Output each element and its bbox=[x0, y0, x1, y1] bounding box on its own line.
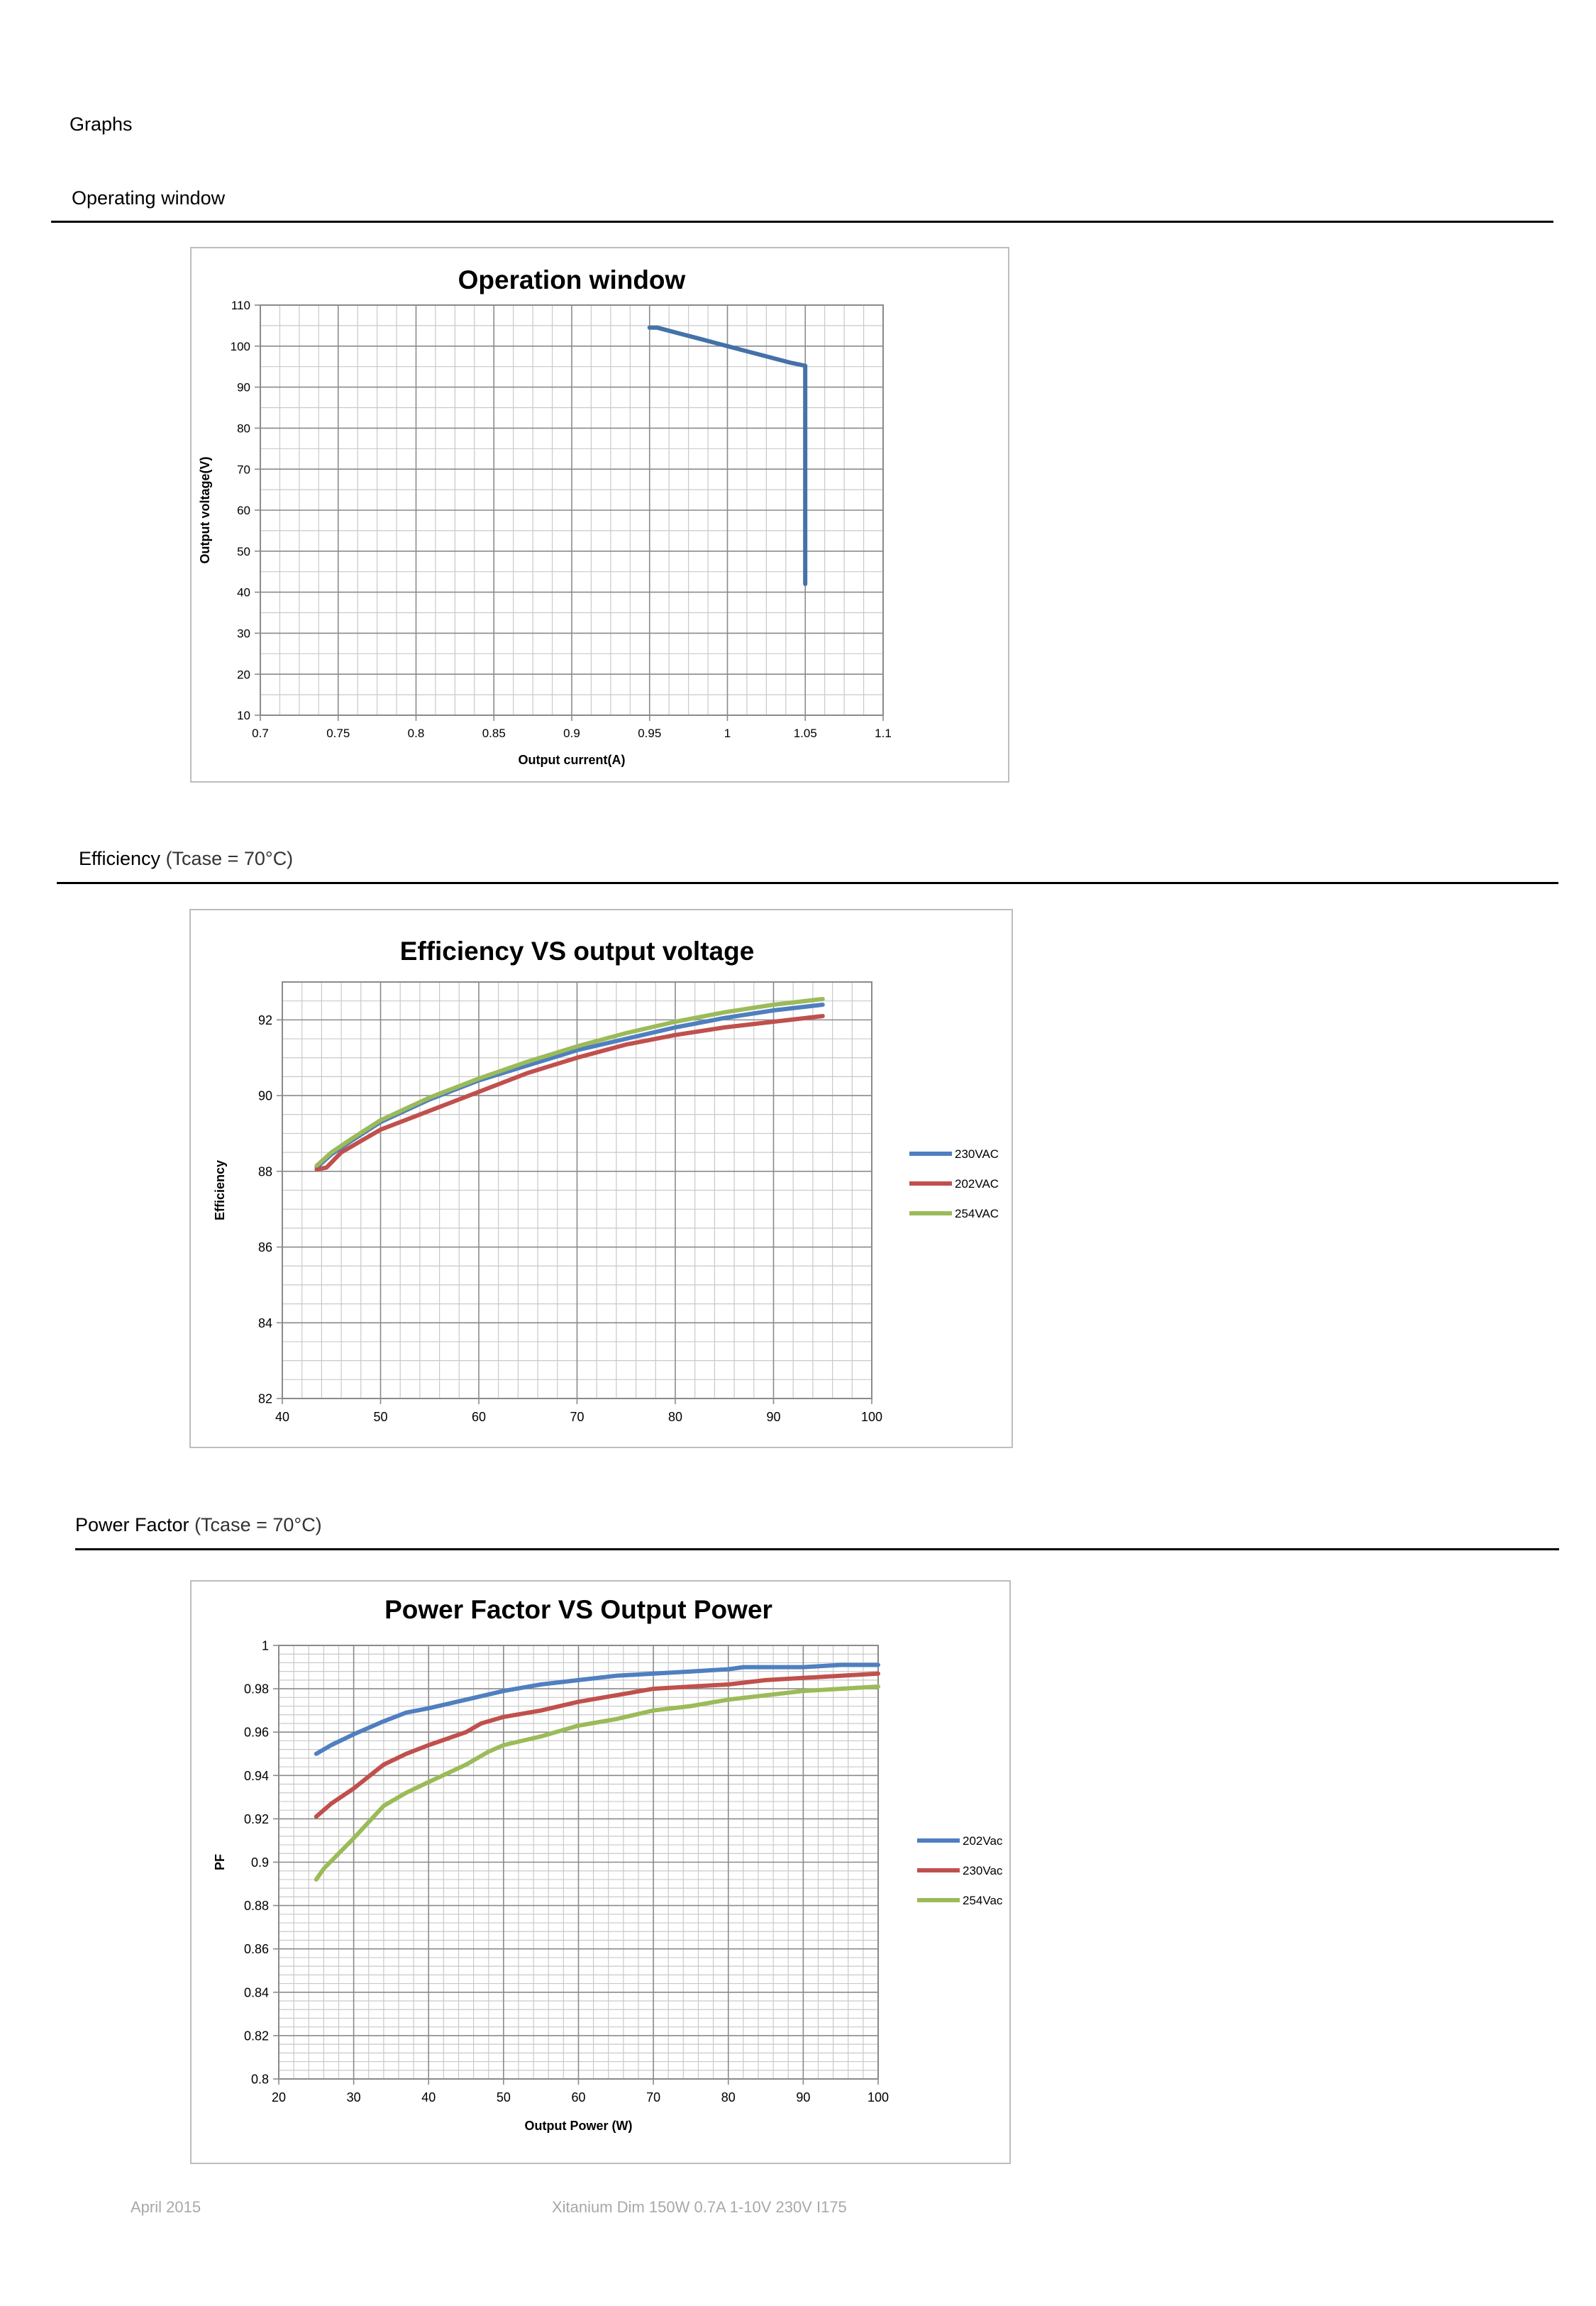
x-tick-label: 90 bbox=[766, 1410, 780, 1424]
y-tick-label: 92 bbox=[258, 1013, 272, 1027]
chart-title: Efficiency VS output voltage bbox=[400, 937, 755, 966]
footer-product-name: Xitanium Dim 150W 0.7A 1-10V 230V I175 bbox=[552, 2198, 847, 2216]
x-tick-label: 30 bbox=[347, 2090, 361, 2104]
y-tick-label: 0.84 bbox=[244, 1985, 269, 1999]
x-axis-label: Output current(A) bbox=[519, 753, 626, 767]
x-tick-label: 0.75 bbox=[326, 727, 350, 740]
legend-label: 202VAC bbox=[955, 1177, 999, 1191]
chart-efficiency-svg: 40 50 60 70 80 90 100 82 84 86 88 90 92 Efficiency VS… bbox=[213, 937, 999, 1424]
y-tick-label: 84 bbox=[258, 1316, 272, 1330]
y-tick-label: 60 bbox=[237, 504, 250, 517]
y-tick-label: 0.82 bbox=[244, 2029, 269, 2043]
series-line-254vac bbox=[314, 1684, 880, 1882]
legend-label: 230VAC bbox=[955, 1147, 999, 1161]
x-tick-label: 70 bbox=[570, 1410, 584, 1424]
chart-power-factor: 20 30 40 50 60 70 80 90 100 0.8 0.82 0.84 0.86 0.88 0.… bbox=[190, 1580, 1011, 2164]
x-tick-label: 0.7 bbox=[252, 727, 269, 740]
page-title: Graphs bbox=[70, 114, 133, 135]
chart-title: Power Factor VS Output Power bbox=[384, 1595, 772, 1624]
x-tick-label: 1.1 bbox=[875, 727, 892, 740]
x-tick-label: 0.95 bbox=[638, 727, 661, 740]
legend-label: 202Vac bbox=[963, 1834, 1003, 1848]
y-axis-label: Output voltage(V) bbox=[198, 457, 212, 564]
legend-label: 230Vac bbox=[963, 1864, 1003, 1877]
y-tick-label: 0.86 bbox=[244, 1942, 269, 1956]
section-title-text: Power Factor bbox=[75, 1514, 189, 1535]
series-line-202vac bbox=[314, 1662, 880, 1756]
chart-power-factor-svg: 20 30 40 50 60 70 80 90 100 0.8 0.82 0.84 0.86 0.88 0.… bbox=[213, 1595, 1003, 2133]
y-tick-label: 88 bbox=[258, 1164, 272, 1179]
x-tick-label: 90 bbox=[796, 2090, 810, 2104]
y-tick-label: 0.9 bbox=[251, 1855, 269, 1870]
section-title-text: Operating window bbox=[72, 187, 226, 209]
x-tick-label: 0.8 bbox=[408, 727, 425, 740]
chart-operation-window-svg: 0.7 0.75 0.8 0.85 0.9 0.95 1 1.05 1.1 10 20 30 40 50 6… bbox=[198, 265, 892, 767]
section-title-operating-window: Operating window bbox=[72, 187, 225, 209]
x-axis-label: Output Power (W) bbox=[525, 2119, 633, 2133]
section-title-text: Efficiency bbox=[79, 848, 161, 869]
x-tick-label: 60 bbox=[571, 2090, 585, 2104]
x-tick-label: 60 bbox=[472, 1410, 486, 1424]
y-tick-label: 20 bbox=[237, 668, 250, 681]
x-tick-label: 0.85 bbox=[482, 727, 506, 740]
x-tick-label: 80 bbox=[721, 2090, 736, 2104]
y-tick-label: 1 bbox=[262, 1638, 269, 1653]
chart-grid bbox=[260, 304, 884, 716]
chart-operation-window: 0.7 0.75 0.8 0.85 0.9 0.95 1 1.05 1.1 10 20 30 40 50 6… bbox=[190, 247, 1009, 783]
y-tick-label: 82 bbox=[258, 1391, 272, 1406]
section-divider bbox=[51, 221, 1553, 223]
y-tick-label: 10 bbox=[237, 709, 250, 722]
section-title-note: (Tcase = 70°C) bbox=[189, 1514, 322, 1535]
series-line-202vac bbox=[314, 1014, 825, 1172]
x-tick-label: 80 bbox=[668, 1410, 682, 1424]
x-tick-label: 1 bbox=[724, 727, 731, 740]
section-divider bbox=[57, 882, 1558, 884]
x-tick-label: 20 bbox=[272, 2090, 286, 2104]
y-tick-label: 40 bbox=[237, 586, 250, 600]
section-divider bbox=[75, 1548, 1559, 1550]
section-title-efficiency: Efficiency (Tcase = 70°C) bbox=[79, 848, 293, 870]
legend-label: 254VAC bbox=[955, 1207, 999, 1220]
section-title-note: (Tcase = 70°C) bbox=[160, 848, 294, 869]
y-tick-label: 0.98 bbox=[244, 1682, 269, 1697]
x-tick-label: 100 bbox=[861, 1410, 882, 1424]
chart-efficiency: 40 50 60 70 80 90 100 82 84 86 88 90 92 Efficiency VS… bbox=[189, 909, 1013, 1448]
chart-title: Operation window bbox=[458, 265, 686, 294]
x-tick-label: 70 bbox=[646, 2090, 660, 2104]
chart-legend: 230VAC 202VAC 254VAC bbox=[909, 1147, 999, 1220]
series-line-254vac bbox=[314, 997, 825, 1168]
x-tick-label: 50 bbox=[497, 2090, 511, 2104]
y-tick-label: 0.92 bbox=[244, 1812, 269, 1826]
x-tick-label: 50 bbox=[373, 1410, 387, 1424]
legend-label: 254Vac bbox=[963, 1894, 1003, 1907]
section-title-power-factor: Power Factor (Tcase = 70°C) bbox=[75, 1514, 322, 1536]
chart-grid bbox=[278, 1645, 879, 2080]
series-line-230vac bbox=[314, 1671, 880, 1819]
y-tick-label: 0.94 bbox=[244, 1769, 269, 1783]
y-tick-label: 86 bbox=[258, 1240, 272, 1254]
x-tick-label: 40 bbox=[421, 2090, 436, 2104]
x-tick-label: 40 bbox=[275, 1410, 289, 1424]
y-tick-label: 110 bbox=[231, 299, 250, 312]
y-tick-label: 0.96 bbox=[244, 1726, 269, 1740]
series-line-series-0 bbox=[647, 325, 808, 586]
y-tick-label: 90 bbox=[237, 381, 250, 395]
y-tick-label: 50 bbox=[237, 545, 250, 558]
y-tick-label: 80 bbox=[237, 422, 250, 436]
chart-legend: 202Vac 230Vac 254Vac bbox=[917, 1834, 1003, 1907]
series-line-230vac bbox=[314, 1003, 825, 1170]
y-tick-label: 90 bbox=[258, 1089, 272, 1103]
y-tick-label: 70 bbox=[237, 463, 250, 476]
y-tick-label: 0.88 bbox=[244, 1899, 269, 1913]
footer-date: April 2015 bbox=[131, 2198, 201, 2216]
x-tick-label: 100 bbox=[868, 2090, 889, 2104]
y-tick-label: 0.8 bbox=[251, 2072, 269, 2086]
x-tick-label: 1.05 bbox=[794, 727, 817, 740]
y-axis-label: Efficiency bbox=[213, 1160, 227, 1220]
y-axis-label: PF bbox=[213, 1854, 227, 1870]
x-tick-label: 0.9 bbox=[563, 727, 580, 740]
y-tick-label: 100 bbox=[231, 340, 250, 353]
y-tick-label: 30 bbox=[237, 627, 250, 641]
